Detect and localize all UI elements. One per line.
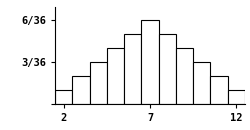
Bar [141, 20, 159, 104]
Bar [193, 62, 210, 104]
Bar [159, 34, 176, 104]
Bar [107, 48, 124, 104]
Bar [210, 76, 228, 104]
Bar [55, 90, 72, 104]
Bar [72, 76, 90, 104]
Bar [90, 62, 107, 104]
Bar [124, 34, 141, 104]
Bar [176, 48, 193, 104]
Bar [228, 90, 245, 104]
